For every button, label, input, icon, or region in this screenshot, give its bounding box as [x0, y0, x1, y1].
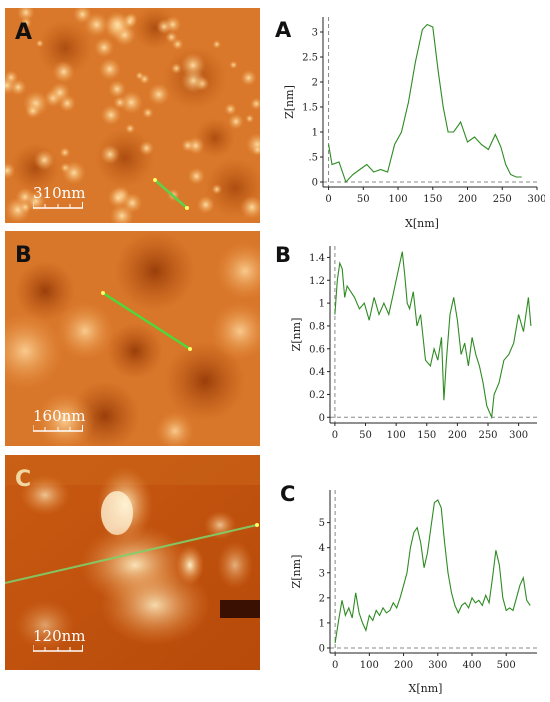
y-tick-label-b: 1 [319, 299, 325, 310]
y-tick-label-c: 5 [319, 518, 325, 529]
x-tick-label-b: 300 [509, 430, 528, 438]
y-tick-label-a: 1.5 [302, 103, 318, 114]
scale-bar-ticks-a [33, 202, 83, 209]
y-tick-label-a: 3 [312, 28, 318, 39]
x-tick-label-c: 500 [497, 660, 516, 671]
image-label-c: C [15, 467, 32, 492]
scale-bar-ticks-b [33, 425, 83, 432]
image-label-a: A [15, 20, 33, 45]
x-tick-label-a: 100 [388, 194, 407, 205]
x-tick-label-b: 150 [417, 430, 436, 438]
y-tick-label-b: 0.4 [309, 367, 325, 378]
x-tick-label-a: 300 [527, 194, 545, 205]
y-tick-label-a: 0 [312, 178, 318, 189]
x-tick-label-c: 100 [360, 660, 379, 671]
x-tick-label-c: 200 [394, 660, 413, 671]
y-tick-label-b: 0.6 [309, 344, 325, 355]
y-tick-label-c: 2 [319, 593, 325, 604]
y-tick-label-b: 1.4 [309, 253, 325, 264]
y-axis-label-c: Z[nm] [290, 555, 303, 589]
y-tick-label-b: 0 [319, 413, 325, 424]
y-axis-label-b: Z[nm] [290, 318, 303, 352]
profile-chart-a: A 0 .5 1 1.5 2 2.5 3 0 50 100 150 200 250 300 Z[nm] X[n… [275, 5, 547, 235]
x-tick-label-a: 200 [458, 194, 477, 205]
height-profile-line-b [334, 251, 532, 420]
x-tick-label-b: 250 [478, 430, 497, 438]
y-tick-label-b: 0.2 [309, 390, 325, 401]
profile-chart-b-svg: 0 0.2 0.4 0.6 0.8 1 1.2 1.4 0 50 100 150 200 250 300 Z[… [290, 246, 537, 441]
y-tick-label-c: 4 [319, 543, 325, 554]
afm-image-c: C 120nm [5, 455, 260, 670]
height-profile-line-c [334, 499, 531, 644]
y-tick-label-a: 1 [312, 128, 318, 139]
scale-bar-b: 160nm [33, 407, 86, 432]
profile-chart-c-svg: 0 1 2 3 4 5 0 100 200 300 400 500 Z[nm] X[nm] [290, 490, 537, 695]
profile-chart-c: C 0 1 2 3 4 5 0 100 200 300 400 500 Z[nm] X[nm] [275, 470, 545, 698]
y-tick-label-c: 1 [319, 618, 325, 629]
profile-chart-b: B 0 0.2 0.4 0.6 0.8 1 1.2 1.4 0 50 100 150 200 250 300… [275, 238, 545, 441]
chart-label-c: C [280, 482, 296, 506]
x-tick-label-a: 250 [493, 194, 512, 205]
x-axis-label-c: X[nm] [409, 682, 443, 695]
scale-label-b: 160nm [33, 407, 86, 425]
y-axis-label-a: Z[nm] [283, 85, 296, 119]
scale-bar-a: 310nm [33, 184, 86, 209]
y-tick-label-b: 1.2 [309, 276, 325, 287]
chart-label-a: A [275, 18, 292, 42]
y-tick-label-c: 0 [319, 643, 325, 654]
y-tick-label-a: .5 [308, 153, 318, 164]
image-label-b: B [15, 243, 32, 268]
afm-image-b: B 160nm [5, 231, 260, 446]
y-tick-label-a: 2.5 [302, 53, 318, 64]
x-tick-label-a: 0 [325, 194, 331, 205]
afm-image-a: A 310nm [5, 8, 260, 223]
x-tick-label-c: 300 [428, 660, 447, 671]
scale-label-c: 120nm [33, 627, 86, 645]
x-tick-label-b: 50 [359, 430, 372, 438]
x-tick-label-c: 0 [332, 660, 338, 671]
x-tick-label-b: 100 [387, 430, 406, 438]
x-tick-label-b: 200 [448, 430, 467, 438]
x-tick-label-b: 0 [332, 430, 338, 438]
x-tick-label-a: 50 [357, 194, 370, 205]
x-axis-label-a: X[nm] [405, 217, 439, 230]
scale-bar-c: 120nm [33, 627, 86, 652]
scale-bar-ticks-c [33, 645, 83, 652]
chart-label-b: B [275, 243, 292, 267]
height-profile-line-a [328, 23, 522, 184]
y-tick-label-b: 0.8 [309, 321, 325, 332]
x-tick-label-a: 150 [423, 194, 442, 205]
profile-chart-a-svg: 0 .5 1 1.5 2 2.5 3 0 50 100 150 200 250 300 Z[nm] X[nm] [283, 17, 547, 230]
y-tick-label-a: 2 [312, 78, 318, 89]
y-tick-label-c: 3 [319, 568, 325, 579]
scale-label-a: 310nm [33, 184, 86, 202]
x-tick-label-c: 400 [462, 660, 481, 671]
